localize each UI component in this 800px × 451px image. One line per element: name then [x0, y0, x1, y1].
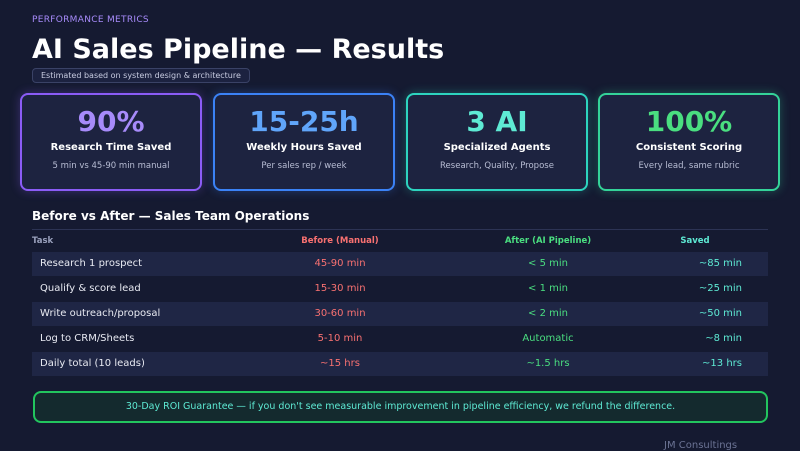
guarantee-note: 30-Day ROI Guarantee — if you don't see …	[33, 391, 768, 423]
metric-value: 90%	[77, 105, 145, 138]
table-cell: Qualify & score lead	[40, 283, 141, 294]
table-cell: Daily total (10 leads)	[40, 358, 145, 369]
metric-card: 90% Research Time Saved 5 min vs 45-90 min…	[20, 93, 202, 191]
table-cell: ~15 hrs	[320, 358, 360, 369]
metric-label: Weekly Hours Saved	[246, 142, 362, 153]
table-row: Log to CRM/Sheets 5-10 min Automatic ~8 min	[32, 327, 768, 351]
table-cell: Write outreach/proposal	[40, 308, 161, 319]
table-cell: ~8 min	[705, 333, 742, 344]
table-cell: 5-10 min	[317, 333, 363, 344]
column-header: After (AI Pipeline)	[504, 236, 592, 246]
table-row: Daily total (10 leads) ~15 hrs ~1.5 hrs ~13…	[32, 352, 768, 376]
table-cell: Automatic	[522, 333, 574, 344]
table-cell: ~25 min	[698, 283, 742, 294]
table-row: Research 1 prospect 45-90 min < 5 min ~85 m…	[32, 252, 768, 276]
metric-label: Specialized Agents	[443, 142, 551, 153]
table-cell: < 2 min	[528, 308, 568, 319]
table-cell: 30-60 min	[314, 308, 366, 319]
column-header: Task	[32, 236, 54, 246]
metric-value: 15-25h	[249, 105, 359, 138]
table-cell: ~1.5 hrs	[526, 358, 570, 369]
metric-value: 100%	[645, 105, 733, 138]
table-cell: ~50 min	[698, 308, 742, 319]
table-cell: Research 1 prospect	[40, 258, 143, 269]
table-cell: 15-30 min	[314, 283, 366, 294]
metric-sub: Every lead, same rubric	[638, 161, 740, 171]
column-header: Saved	[680, 236, 710, 246]
metric-card: 15-25h Weekly Hours Saved Per sales rep / …	[213, 93, 395, 191]
brand: JM Consultings	[664, 440, 738, 451]
metric-sub: Research, Quality, Propose	[440, 161, 554, 171]
table-title: Before vs After — Sales Team Operations	[32, 209, 310, 223]
metric-label: Consistent Scoring	[635, 142, 743, 153]
table-cell: Log to CRM/Sheets	[40, 333, 135, 344]
table-cell: ~85 min	[698, 258, 742, 269]
table-row: Qualify & score lead 15-30 min < 1 min ~25 …	[32, 277, 768, 301]
eyebrow: PERFORMANCE METRICS	[32, 15, 149, 25]
table-cell: ~13 hrs	[702, 358, 742, 369]
metric-card: 100% Consistent Scoring Every lead, same r…	[598, 93, 780, 191]
badge: Estimated based on system design & archi…	[32, 68, 250, 83]
divider	[32, 229, 768, 230]
metric-sub: Per sales rep / week	[261, 161, 347, 171]
table-row: Write outreach/proposal 30-60 min < 2 min ~…	[32, 302, 768, 326]
metric-sub: 5 min vs 45-90 min manual	[52, 161, 170, 171]
column-header: Before (Manual)	[301, 236, 379, 246]
metric-card: 3 AI Specialized Agents Research, Quality,…	[406, 93, 588, 191]
table-cell: 45-90 min	[314, 258, 366, 269]
table-cell: < 1 min	[528, 283, 568, 294]
metric-value: 3 AI	[466, 105, 528, 138]
table-cell: < 5 min	[528, 258, 568, 269]
title: AI Sales Pipeline — Results	[32, 34, 445, 65]
metric-label: Research Time Saved	[50, 142, 172, 153]
